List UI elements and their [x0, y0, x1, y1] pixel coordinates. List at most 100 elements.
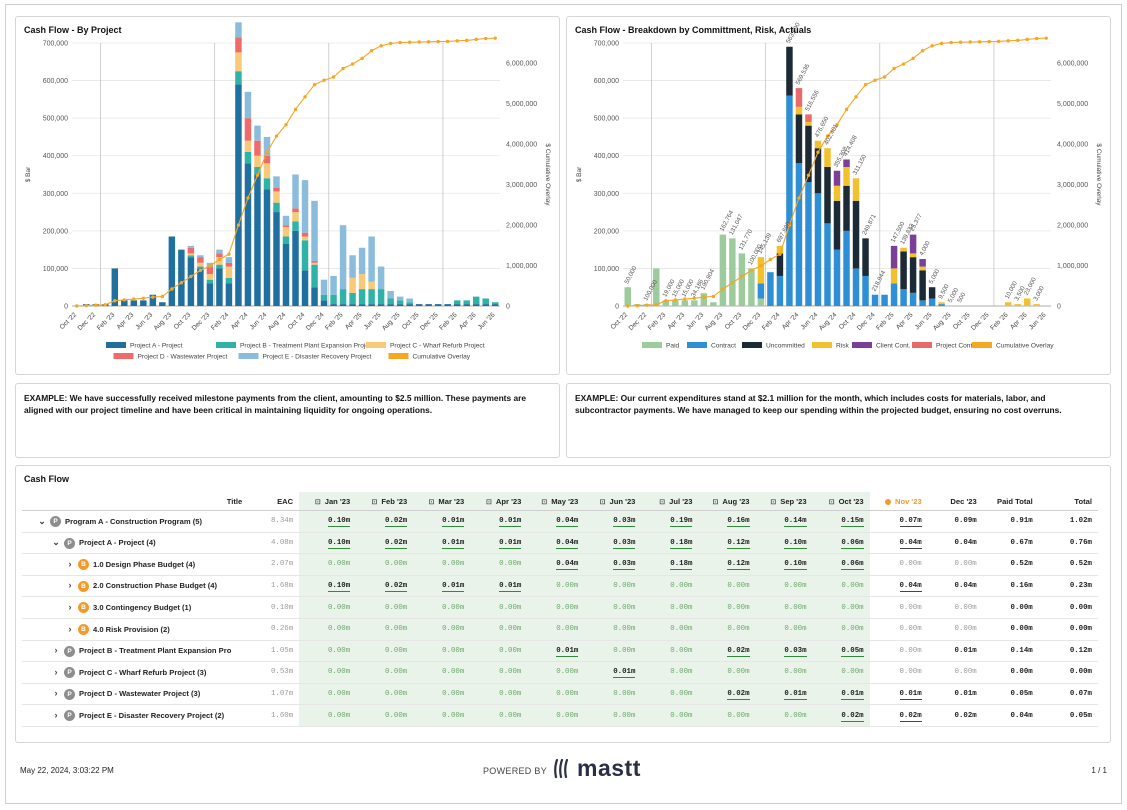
legend-swatch [366, 342, 386, 348]
x-tick-label: Jun '24 [249, 311, 269, 331]
column-header[interactable]: ⊡ Mar '23 [413, 492, 471, 511]
table-row[interactable]: ⌄ P Project A - Project (4) 4.08m 0.10m 0.02m… [22, 532, 1098, 555]
cell-value: 0.00m [784, 711, 807, 720]
cumulative-point [1035, 36, 1039, 41]
cell-value: 0.00m [841, 625, 864, 634]
column-header[interactable]: ⊡ Sep '23 [755, 492, 813, 511]
table-row[interactable]: › B 2.0 Construction Phase Budget (4) 1.68m… [22, 575, 1098, 598]
column-header[interactable]: Dec '23 [927, 492, 983, 511]
table-cell: 0.16m [698, 510, 756, 533]
cell-value: 4.08m [270, 538, 294, 547]
bar-segment [843, 159, 850, 167]
cell-value: 0.00m [613, 625, 636, 634]
legend-swatch [852, 342, 872, 348]
y2-tick-label: 4,000,000 [506, 142, 537, 149]
report-date: May 22, 2024, 3:03:22 PM [20, 766, 114, 775]
cell-value: 0.00m [841, 582, 864, 591]
column-header[interactable]: ⊡ Jun '23 [584, 492, 642, 511]
table-row[interactable]: › P Project D - Wastewater Project (3) 1.07… [22, 683, 1098, 706]
column-header[interactable]: ⊡ Aug '23 [698, 492, 756, 511]
column-header[interactable]: EAC [248, 492, 300, 511]
table-row[interactable]: › B 1.0 Design Phase Budget (4) 2.07m 0.00m 0… [22, 553, 1098, 576]
cell-value: 0.00m [670, 646, 693, 655]
table-cell: 0.04m [527, 510, 585, 533]
cell-value: 0.52m [1010, 560, 1033, 569]
cell-value: 0.00m [385, 646, 408, 655]
cumulative-point [170, 287, 174, 291]
table-row[interactable]: › B 4.0 Risk Provision (2) 0.26m 0.00m 0.00m 0… [22, 618, 1098, 641]
bar-segment [814, 148, 822, 194]
table-cell: 0.00m [470, 618, 528, 641]
chevron-right-icon[interactable]: › [68, 580, 72, 591]
cell-value: 0.03m [613, 517, 636, 528]
column-header[interactable]: ⊡ Jul '23 [641, 492, 699, 511]
cumulative-point [939, 41, 944, 46]
data-label: 3,000 [1032, 285, 1046, 302]
chevron-down-icon[interactable]: ⌄ [52, 537, 60, 548]
column-header[interactable]: ⊡ Jan '23 [299, 492, 357, 511]
table-cell: 0.53m [248, 661, 300, 684]
chevron-right-icon[interactable]: › [54, 688, 58, 699]
column-header[interactable]: Total [1038, 492, 1098, 511]
cumulative-point [654, 303, 658, 307]
table-cell: 0.04m [927, 532, 983, 555]
bar-segment [235, 71, 242, 85]
table-cell: 0.10m [248, 596, 300, 619]
cell-value: 0.00m [954, 603, 977, 612]
bar-segment [320, 279, 328, 295]
chevron-right-icon[interactable]: › [68, 558, 72, 569]
column-header[interactable]: ⊡ Feb '23 [356, 492, 414, 511]
table-row[interactable]: › B 3.0 Contingency Budget (1) 0.10m 0.00m 0.… [22, 596, 1098, 619]
column-header[interactable]: ⊡ May '23 [527, 492, 585, 511]
cumulative-point [151, 295, 155, 299]
cell-value: 0.16m [727, 517, 750, 528]
column-header[interactable]: Paid Total [982, 492, 1039, 511]
bar-segment [168, 236, 176, 306]
cumulative-point [113, 299, 117, 303]
data-label: 563,690 [785, 21, 802, 45]
note-card-left: EXAMPLE: We have successfully received m… [15, 383, 560, 458]
y-tick-label: 100,000 [594, 266, 619, 273]
bar-segment [235, 37, 242, 53]
cell-value: 0.00m [328, 646, 351, 655]
y2-tick-label: 1,000,000 [1057, 263, 1088, 270]
bar-segment [425, 304, 432, 306]
row-title: › P Project E - Disaster Recovery Project … [22, 704, 249, 727]
chevron-right-icon[interactable]: › [68, 623, 72, 634]
column-header[interactable]: ⊡ Oct '23 [812, 492, 870, 511]
table-cell: 0.04m [982, 704, 1039, 727]
cell-value: 0.02m [899, 711, 922, 722]
row-title: › B 3.0 Contingency Budget (1) [22, 596, 249, 619]
column-header-label: Sep '23 [780, 496, 807, 506]
table-row[interactable]: › P Project B - Treatment Plant Expansion … [22, 640, 1098, 663]
table-row[interactable]: › P Project E - Disaster Recovery Project … [22, 704, 1098, 727]
data-label: 190,904 [699, 268, 716, 292]
cumulative-point [322, 78, 326, 82]
table-row[interactable]: ⌄ P Program A - Construction Program (5) 8.… [22, 510, 1098, 533]
cell-value: 0.00m [385, 690, 408, 699]
chevron-right-icon[interactable]: › [54, 709, 58, 720]
chevron-right-icon[interactable]: › [68, 601, 72, 612]
chevron-right-icon[interactable]: › [54, 645, 58, 656]
cell-value: 0.00m [954, 668, 977, 677]
table-cell: 0.14m [755, 510, 813, 533]
bar-segment [805, 114, 812, 122]
cell-value: 0.00m [328, 625, 351, 634]
table-cell: 0.00m [641, 618, 699, 641]
table-cell: 0.00m [356, 553, 414, 576]
chevron-down-icon[interactable]: ⌄ [38, 515, 46, 526]
cell-value: 0.00m [556, 603, 579, 612]
legend-swatch [642, 342, 662, 348]
bar-segment [415, 304, 423, 306]
column-header[interactable]: ⊡ Apr '23 [470, 492, 528, 511]
cell-value: 0.01m [442, 538, 465, 549]
column-header[interactable]: Nov '23 [869, 492, 928, 511]
cell-value: 0.12m [1069, 646, 1092, 655]
table-cell: 0.00m [641, 596, 699, 619]
row-name: Project D - Wastewater Project (3) [79, 689, 201, 699]
table-row[interactable]: › P Project C - Wharf Refurb Project (3) 0.… [22, 661, 1098, 684]
column-header-title[interactable]: Title [22, 492, 249, 511]
cell-value: 0.04m [954, 538, 977, 547]
chevron-right-icon[interactable]: › [54, 666, 58, 677]
table-cell: 1.02m [1038, 510, 1098, 533]
